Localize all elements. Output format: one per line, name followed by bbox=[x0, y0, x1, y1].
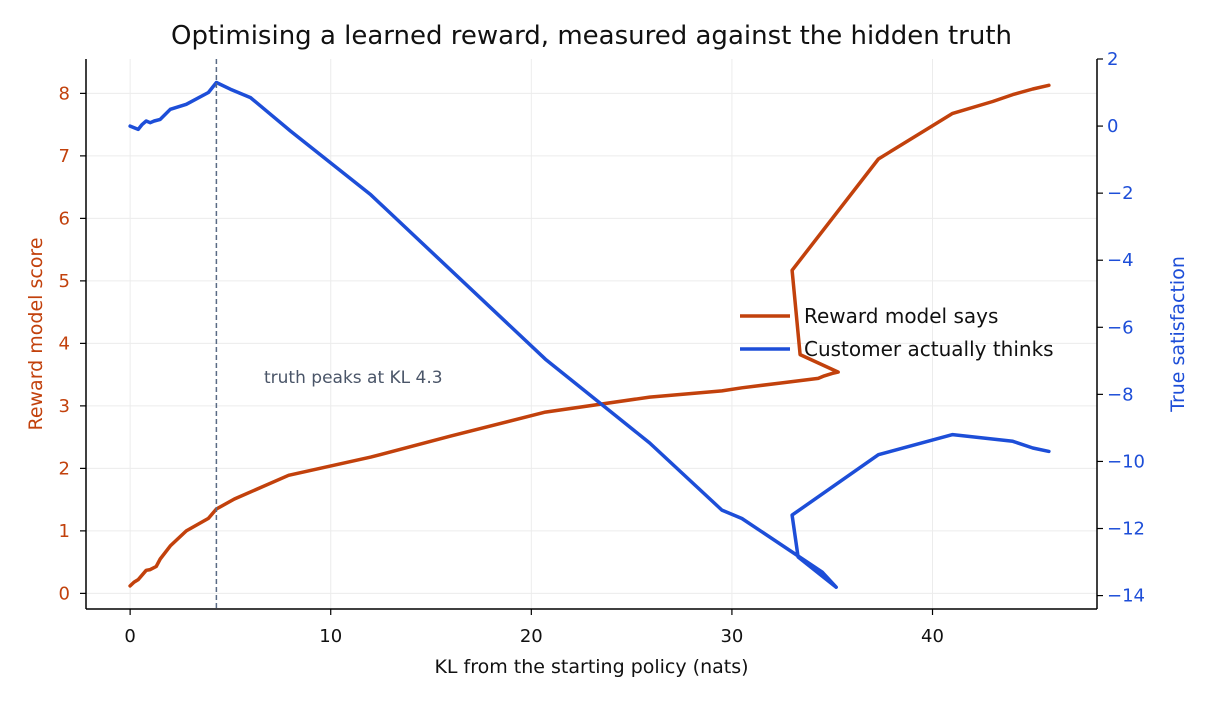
y-left-tick-label: 0 bbox=[59, 583, 70, 604]
y-right-tick-label: −8 bbox=[1107, 384, 1134, 405]
y-left-tick-label: 7 bbox=[59, 146, 70, 167]
legend-label-reward: Reward model says bbox=[804, 304, 998, 328]
y-left-tick-label: 5 bbox=[59, 271, 70, 292]
y-left-tick-label: 8 bbox=[59, 83, 70, 104]
series-layer bbox=[128, 80, 1051, 589]
legend-label-truth: Customer actually thinks bbox=[804, 337, 1054, 361]
y-right-tick-label: −2 bbox=[1107, 183, 1134, 204]
grid-layer bbox=[86, 59, 1097, 609]
annotation-layer: truth peaks at KL 4.3 bbox=[215, 59, 443, 609]
y-right-tick-label: −14 bbox=[1107, 586, 1145, 607]
x-tick-label: 40 bbox=[921, 626, 944, 647]
labels-layer: Optimising a learned reward, measured ag… bbox=[25, 21, 1189, 678]
peak-annotation: truth peaks at KL 4.3 bbox=[264, 368, 443, 388]
legend: Reward model says Customer actually thin… bbox=[740, 304, 1054, 361]
y-axis-right-label: True satisfaction bbox=[1167, 256, 1189, 413]
y-right-tick-label: −4 bbox=[1107, 250, 1134, 271]
series-line-reward bbox=[128, 83, 1051, 588]
x-tick-label: 0 bbox=[124, 626, 135, 647]
series-line-truth bbox=[128, 80, 1051, 589]
axes-layer: 0 10 20 30 40 0 1 2 3 4 5 6 7 8 −14 −12 −10 −8 −6 −4 −2 0 2 bbox=[59, 49, 1145, 647]
y-left-tick-label: 4 bbox=[59, 333, 70, 354]
y-right-tick-label: −6 bbox=[1107, 317, 1134, 338]
chart-title: Optimising a learned reward, measured ag… bbox=[171, 21, 1012, 51]
y-axis-left-label: Reward model score bbox=[25, 237, 47, 430]
y-right-tick-label: 0 bbox=[1107, 116, 1118, 137]
y-left-tick-label: 2 bbox=[59, 458, 70, 479]
y-left-tick-label: 1 bbox=[59, 521, 70, 542]
y-right-tick-label: 2 bbox=[1107, 49, 1118, 70]
y-right-tick-label: −10 bbox=[1107, 451, 1145, 472]
x-tick-label: 20 bbox=[520, 626, 543, 647]
x-axis-label: KL from the starting policy (nats) bbox=[434, 656, 748, 678]
y-left-tick-label: 3 bbox=[59, 396, 70, 417]
x-tick-label: 10 bbox=[319, 626, 342, 647]
x-tick-label: 30 bbox=[720, 626, 743, 647]
y-right-tick-label: −12 bbox=[1107, 519, 1145, 540]
y-left-tick-label: 6 bbox=[59, 208, 70, 229]
